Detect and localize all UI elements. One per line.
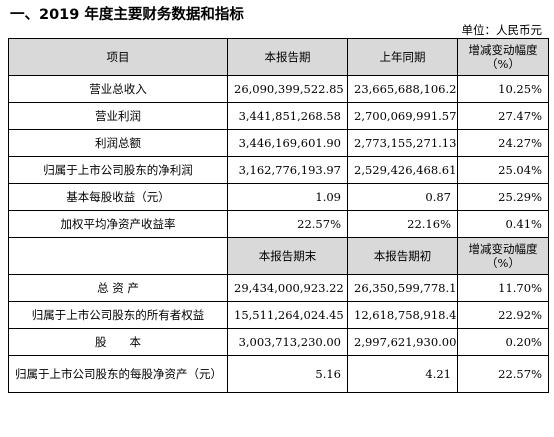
cell-change: 27.47% xyxy=(457,102,549,130)
cell-value: 4.21 xyxy=(347,355,458,393)
cell-value: 2,700,069,991.57 xyxy=(347,102,458,130)
header-cell-current: 本报告期 xyxy=(227,38,348,76)
financial-table: 项目 本报告期 上年同期 增减变动幅度（%） 营业总收入 26,090,399,… xyxy=(8,38,549,393)
cell-value: 22.16% xyxy=(347,210,458,238)
row-label: 营业总收入 xyxy=(8,75,228,103)
cell-change: 0.41% xyxy=(457,210,549,238)
table-row: 股 本 3,003,713,230.00 2,997,621,930.00 0.… xyxy=(8,328,549,356)
row-label: 股 本 xyxy=(8,328,228,356)
row-label: 归属于上市公司股东的净利润 xyxy=(8,156,228,184)
cell-value: 23,665,688,106.22 xyxy=(347,75,458,103)
cell-value: 29,434,000,923.22 xyxy=(227,274,348,302)
row-label: 基本每股收益（元） xyxy=(8,183,228,211)
cell-change: 10.25% xyxy=(457,75,549,103)
cell-change: 25.04% xyxy=(457,156,549,184)
cell-value: 2,529,426,468.61 xyxy=(347,156,458,184)
table-row: 归属于上市公司股东的所有者权益 15,511,264,024.45 12,618… xyxy=(8,301,549,329)
cell-value: 0.87 xyxy=(347,183,458,211)
section-title: 一、2019 年度主要财务数据和指标 xyxy=(10,7,244,23)
cell-value: 2,997,621,930.00 xyxy=(347,328,458,356)
cell-value: 3,446,169,601.90 xyxy=(227,129,348,157)
row-label: 归属于上市公司股东的每股净资产（元） xyxy=(8,355,228,393)
cell-value: 3,441,851,268.58 xyxy=(227,102,348,130)
cell-change: 22.92% xyxy=(457,301,549,329)
cell-value: 26,090,399,522.85 xyxy=(227,75,348,103)
row-label: 营业利润 xyxy=(8,102,228,130)
header-cell-prior: 上年同期 xyxy=(347,38,458,76)
row-label: 归属于上市公司股东的所有者权益 xyxy=(8,301,228,329)
unit-label: 单位：人民币元 xyxy=(461,23,543,37)
header-cell-period-start: 本报告期初 xyxy=(347,237,458,275)
cell-value: 2,773,155,271.13 xyxy=(347,129,458,157)
header-cell-item: 项目 xyxy=(8,38,228,76)
cell-change: 25.29% xyxy=(457,183,549,211)
table-row: 总 资 产 29,434,000,923.22 26,350,599,778.1… xyxy=(8,274,549,302)
header-cell-period-end: 本报告期末 xyxy=(227,237,348,275)
row-label: 利润总额 xyxy=(8,129,228,157)
cell-value: 3,162,776,193.97 xyxy=(227,156,348,184)
table-row: 归属于上市公司股东的每股净资产（元） 5.16 4.21 22.57% xyxy=(8,355,549,393)
header-cell-change: 增减变动幅度（%） xyxy=(457,237,549,275)
table-row: 营业利润 3,441,851,268.58 2,700,069,991.57 2… xyxy=(8,102,549,130)
table-subheader-row: 本报告期末 本报告期初 增减变动幅度（%） xyxy=(8,237,549,275)
cell-change: 0.20% xyxy=(457,328,549,356)
cell-change: 11.70% xyxy=(457,274,549,302)
cell-value: 12,618,758,918.48 xyxy=(347,301,458,329)
cell-change: 22.57% xyxy=(457,355,549,393)
cell-value: 3,003,713,230.00 xyxy=(227,328,348,356)
cell-change: 24.27% xyxy=(457,129,549,157)
row-label: 总 资 产 xyxy=(8,274,228,302)
table-row: 基本每股收益（元） 1.09 0.87 25.29% xyxy=(8,183,549,211)
cell-value: 15,511,264,024.45 xyxy=(227,301,348,329)
header-cell-change: 增减变动幅度（%） xyxy=(457,38,549,76)
header-cell-blank xyxy=(8,237,228,275)
cell-value: 5.16 xyxy=(227,355,348,393)
table-row: 营业总收入 26,090,399,522.85 23,665,688,106.2… xyxy=(8,75,549,103)
cell-value: 22.57% xyxy=(227,210,348,238)
row-label: 加权平均净资产收益率 xyxy=(8,210,228,238)
table-row: 归属于上市公司股东的净利润 3,162,776,193.97 2,529,426… xyxy=(8,156,549,184)
table-row: 利润总额 3,446,169,601.90 2,773,155,271.13 2… xyxy=(8,129,549,157)
cell-value: 1.09 xyxy=(227,183,348,211)
table-row: 加权平均净资产收益率 22.57% 22.16% 0.41% xyxy=(8,210,549,238)
table-header-row: 项目 本报告期 上年同期 增减变动幅度（%） xyxy=(8,38,549,76)
cell-value: 26,350,599,778.15 xyxy=(347,274,458,302)
